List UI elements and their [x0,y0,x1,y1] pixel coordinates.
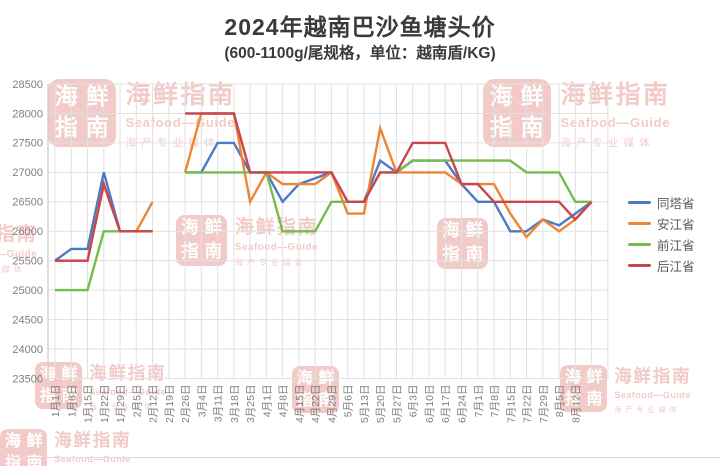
legend-label: 安江省 [657,218,695,232]
x-axis-tick-label: 1月8日 [66,385,78,418]
chart-legend: 同塔省安江省前江省后江省 [628,192,695,276]
x-axis-tick-label: 3月25日 [245,385,257,424]
series-line-后江省 [55,112,593,262]
x-axis-tick-label: 4月29日 [326,385,338,424]
x-axis-tick-label: 3月18日 [229,385,241,424]
x-axis-tick-label: 2月5日 [131,385,143,418]
x-axis-tick-label: 7月15日 [505,385,517,424]
watermark-brand: 海鲜指南 [234,216,319,238]
y-axis-tick-label: 25000 [12,285,43,297]
watermark-brand: 海鲜指南 [0,223,38,245]
y-axis-tick-label: 23500 [12,373,43,385]
chart-subtitle: (600-1100g/尾规格，单位：越南盾/KG) [224,45,496,62]
legend-line-icon [628,222,651,225]
x-axis-tick-label: 6月10日 [424,385,436,424]
watermark-text: 海鲜指南 Seafood—Guide 海产专业媒体 [235,215,319,271]
x-axis-tick-label: 5月6日 [343,385,355,418]
x-axis-tick-label: 1月1日 [50,385,62,418]
watermark-brand: 海鲜指南 [125,81,236,110]
legend-line-icon [628,243,651,246]
x-axis-tick-label: 6月17日 [440,385,452,424]
watermark-brand-en: Seafood—Guide [614,389,691,400]
watermark-tagline: 海产专业媒体 [0,265,26,275]
x-axis-tick-label: 2月12日 [148,385,160,424]
legend-item-同塔省: 同塔省 [628,192,695,213]
x-axis-tick-label: 4月8日 [278,385,290,418]
x-axis-tick-label: 4月22日 [310,385,322,424]
watermark-brand: 海鲜指南 [89,362,167,383]
x-axis-tick-label: 4月1日 [261,385,273,418]
watermark-stamp: 海鲜指南海鲜指南 Seafood—Guide 海产专业媒体 [35,362,166,413]
chart-header: 2024年越南巴沙鱼塘头价 (600-1100g/尾规格，单位：越南盾/KG) [0,12,720,64]
watermark-brand: 海鲜指南 [54,429,132,450]
legend-item-前江省: 前江省 [628,234,695,255]
x-axis-tick-label: 7月22日 [522,385,534,424]
legend-label: 同塔省 [657,197,695,211]
legend-line-icon [628,201,651,204]
x-axis-tick-label: 7月8日 [489,385,501,418]
series-line-前江省 [55,159,592,292]
y-axis-tick-label: 27500 [12,138,43,150]
y-axis-tick-label: 28500 [12,79,43,91]
x-axis-tick-label: 3月4日 [196,385,208,418]
y-axis-tick-label: 24500 [12,314,43,326]
x-axis-tick-label: 4月15日 [294,385,306,424]
x-axis-tick-label: 5月13日 [359,385,371,424]
x-axis-tick-label: 5月27日 [391,385,403,424]
watermark-tagline: 海产专业媒体 [234,258,307,268]
x-axis-tick-label: 6月3日 [408,385,420,418]
watermark-tagline: 海产专业媒体 [614,405,681,415]
y-axis-tick-label: 26500 [12,197,43,209]
x-axis-tick-label: 8月12日 [570,385,582,424]
x-axis-tick-label: 2月26日 [180,385,192,424]
watermark-brand-en: Seafood—Guide [89,386,166,397]
watermark-brand-en: Seafood—Guide [560,114,671,130]
legend-label: 后江省 [657,260,695,274]
legend-label: 前江省 [657,239,695,253]
x-axis-tick-label: 3月11日 [213,385,225,423]
seafood-guide-seal-icon: 海鲜指南 [0,429,48,466]
legend-item-安江省: 安江省 [628,213,695,234]
x-axis-tick-label: 7月29日 [538,385,550,424]
watermark-text: 海鲜指南 Seafood—Guide 海产专业媒体 [0,222,38,278]
x-axis-tick-label: 8月5日 [554,385,566,418]
bottom-divider [0,457,720,458]
legend-item-后江省: 后江省 [628,255,695,276]
y-axis-tick-label: 25500 [12,256,43,268]
x-axis-tick-label: 1月22日 [99,385,111,424]
seafood-guide-seal-icon: 海鲜指南 [560,365,608,413]
y-axis-tick-label: 28000 [12,108,43,120]
watermark-text: 海鲜指南 Seafood—Guide 海产专业媒体 [614,365,691,416]
x-axis-tick-label: 7月1日 [473,385,485,418]
watermark-tagline: 海产专业媒体 [89,402,156,412]
watermark-brand-en: Seafood—Guide [54,453,131,464]
legend-line-icon [628,264,651,267]
chart-title: 2024年越南巴沙鱼塘头价 [224,14,496,40]
x-axis-tick-label: 1月15日 [83,385,95,424]
x-axis-tick-label: 1月29日 [115,385,127,424]
watermark-stamp: 海鲜指南海鲜指南 Seafood—Guide 海产专业媒体 [560,365,691,416]
x-axis-tick-label: 5月20日 [375,385,387,424]
watermark-brand-en: Seafood—Guide [0,248,38,260]
y-axis-tick-label: 24000 [12,344,43,356]
series-line-安江省 [55,112,593,262]
watermark-brand-en: Seafood—Guide [234,241,319,253]
x-axis-tick-label: 6月24日 [457,385,469,424]
y-axis-tick-label: 27000 [12,167,43,179]
y-axis-tick-label: 26000 [12,226,43,238]
watermark-brand: 海鲜指南 [614,365,692,386]
seafood-guide-seal-icon: 海鲜指南 [35,362,83,410]
watermark-text: 海鲜指南 Seafood—Guide 海产专业媒体 [89,362,166,413]
x-axis-tick-label: 2月19日 [164,385,176,424]
watermark-brand: 海鲜指南 [560,81,671,110]
